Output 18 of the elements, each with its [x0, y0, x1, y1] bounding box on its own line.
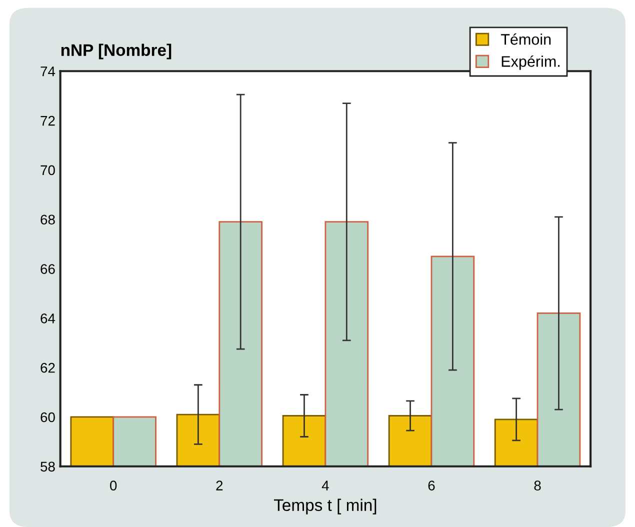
y-tick-label: 70: [40, 165, 55, 176]
y-axis-title: nNP [Nombre]: [61, 44, 172, 60]
legend-label: Expérim.: [502, 55, 560, 70]
x-axis-title: Temps t [ min]: [274, 498, 376, 514]
y-tick-label: 66: [40, 264, 55, 274]
y-tick-label: 64: [40, 314, 56, 324]
y-tick-label: 60: [40, 412, 55, 422]
legend-label: Témoin: [500, 33, 551, 45]
y-tick-label: 72: [40, 116, 55, 126]
y-tick-label: 62: [40, 362, 55, 373]
x-tick-label: 6: [428, 480, 435, 490]
x-tick-label: 0: [110, 480, 117, 490]
y-tick-label: 58: [40, 462, 55, 472]
y-tick-label: 74: [40, 66, 56, 76]
x-tick-label: 4: [322, 480, 329, 490]
x-tick-label: 8: [534, 480, 541, 490]
x-tick-label: 2: [216, 480, 223, 490]
y-tick-label: 68: [40, 214, 55, 225]
